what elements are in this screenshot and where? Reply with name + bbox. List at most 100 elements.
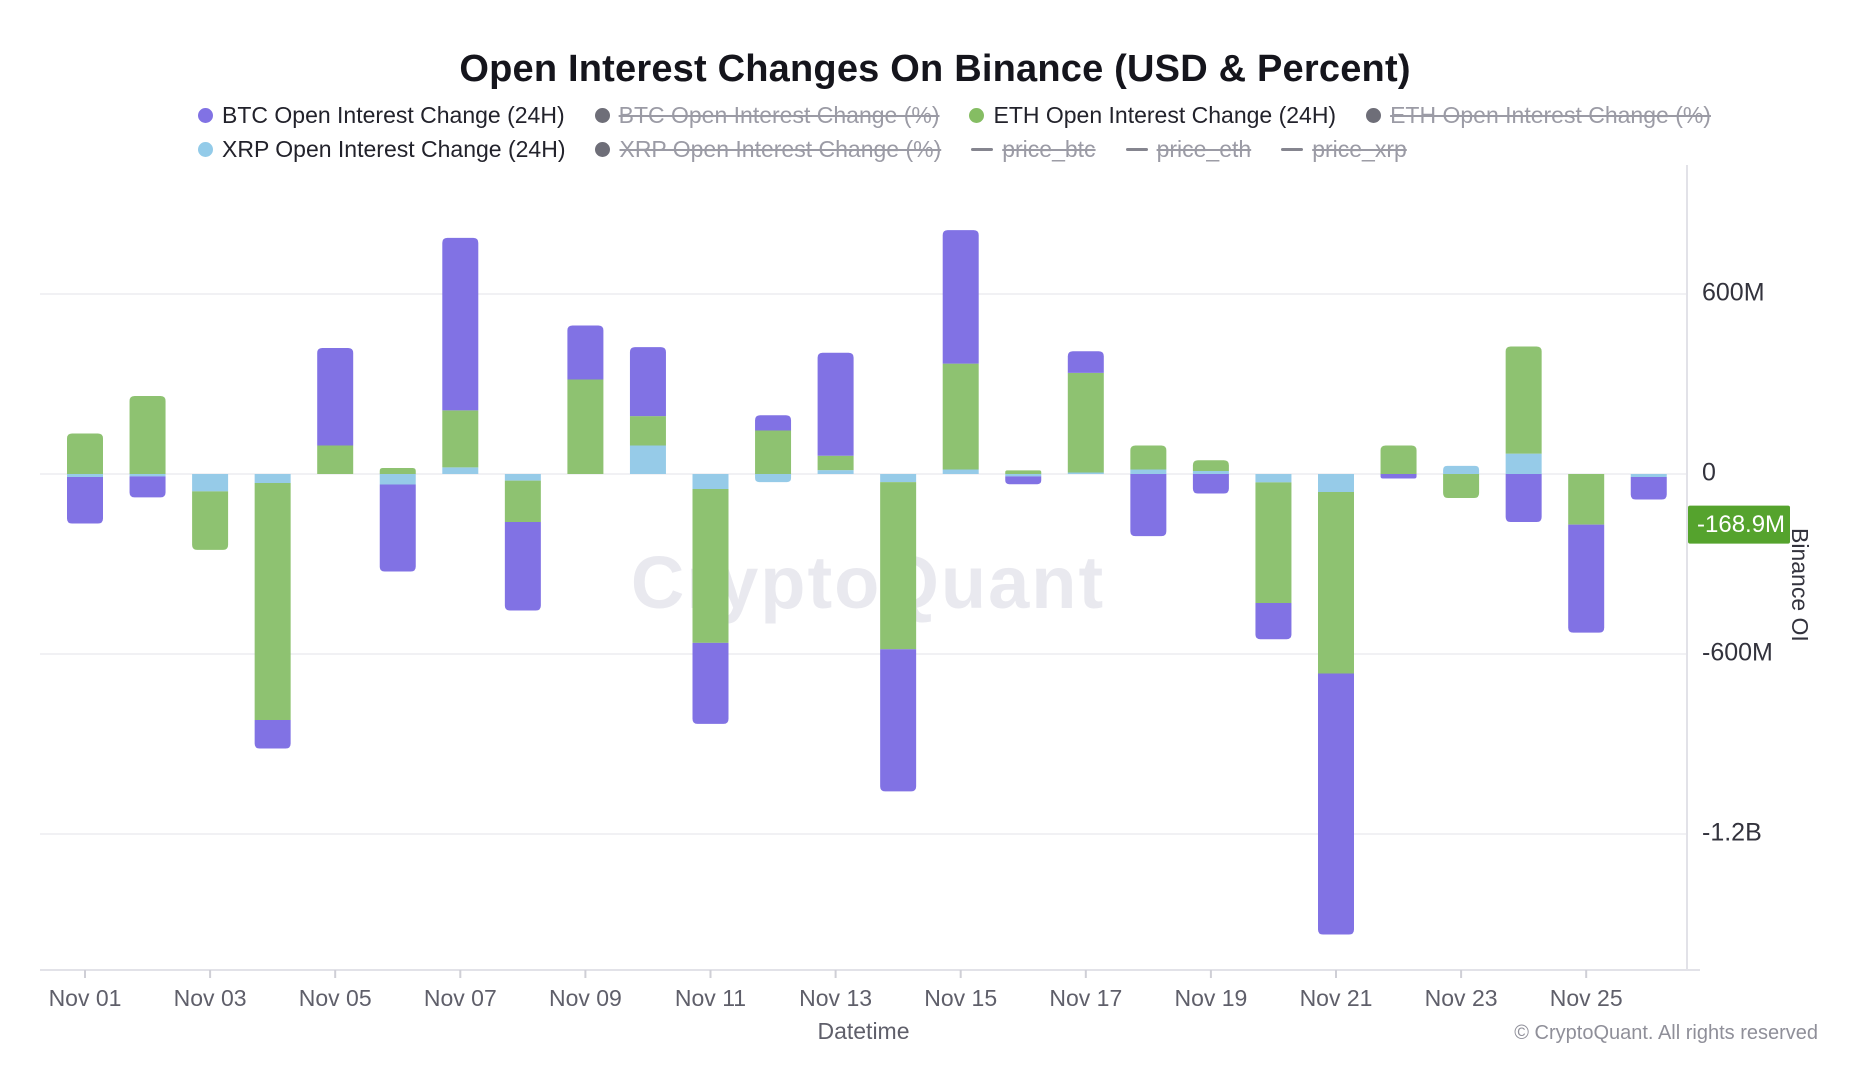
bar-segment-xrp-nov-10[interactable] — [629, 445, 666, 475]
bar-segment-xrp-nov-12[interactable] — [755, 474, 792, 483]
x-tick-label: Nov 19 — [1174, 985, 1247, 1011]
legend-item-btc-open-interest-change-24h[interactable]: BTC Open Interest Change (24H) — [198, 102, 565, 129]
bar-segment-xrp-nov-06[interactable] — [379, 474, 416, 485]
bar-segment-xrp-nov-20[interactable] — [1255, 474, 1292, 483]
y-tick-label: 600M — [1702, 279, 1765, 307]
bar-segment-xrp-nov-01[interactable] — [67, 474, 103, 477]
bar-segment-eth-nov-11[interactable] — [692, 489, 729, 643]
legend-circle-marker-icon — [198, 107, 213, 123]
legend-row: BTC Open Interest Change (24H) BTC Open I… — [198, 100, 1718, 130]
bar-segment-eth-nov-03[interactable] — [192, 491, 229, 550]
bar-segment-btc-nov-19[interactable] — [1192, 474, 1229, 494]
bar-segment-eth-nov-15[interactable] — [942, 363, 979, 470]
bar-segment-xrp-nov-23[interactable] — [1443, 465, 1480, 474]
bar-segment-eth-nov-13[interactable] — [817, 455, 854, 471]
bar-segment-eth-nov-08[interactable] — [504, 480, 541, 522]
x-tick-label: Nov 07 — [424, 985, 497, 1011]
bar-segment-xrp-nov-04[interactable] — [254, 474, 291, 483]
bar-segment-btc-nov-08[interactable] — [504, 522, 541, 611]
bar-segment-btc-nov-24[interactable] — [1505, 474, 1542, 522]
bar-segment-eth-nov-06[interactable] — [379, 468, 416, 474]
legend-item-xrp-open-interest-change-24h[interactable]: XRP Open Interest Change (24H) — [198, 136, 565, 163]
bar-segment-eth-nov-16[interactable] — [1005, 470, 1042, 474]
x-tick-label: Nov 09 — [549, 985, 622, 1011]
bar-segment-xrp-nov-19[interactable] — [1192, 471, 1229, 474]
bar-segment-xrp-nov-17[interactable] — [1067, 472, 1104, 475]
bar-segment-btc-nov-25[interactable] — [1568, 524, 1605, 633]
legend-item-btc-open-interest-change[interactable]: BTC Open Interest Change (%) — [594, 101, 940, 129]
legend-item-eth-open-interest-change[interactable]: ETH Open Interest Change (%) — [1366, 102, 1711, 129]
legend-item-label: ETH Open Interest Change (24H) — [993, 101, 1337, 128]
legend-item-label: XRP Open Interest Change (24H) — [222, 135, 566, 162]
bar-segment-eth-nov-14[interactable] — [880, 482, 917, 650]
bar-segment-btc-nov-16[interactable] — [1005, 476, 1042, 485]
x-tick-label: Nov 05 — [299, 985, 372, 1011]
bar-segment-xrp-nov-24[interactable] — [1505, 453, 1542, 474]
bar-segment-eth-nov-20[interactable] — [1255, 482, 1292, 603]
bar-segment-xrp-nov-02[interactable] — [129, 474, 166, 477]
bar-segment-xrp-nov-26[interactable] — [1630, 474, 1667, 477]
bar-segment-xrp-nov-14[interactable] — [880, 474, 917, 483]
bar-segment-btc-nov-12[interactable] — [755, 415, 792, 431]
bar-segment-eth-nov-07[interactable] — [442, 410, 479, 468]
bar-segment-eth-nov-22[interactable] — [1380, 445, 1417, 475]
legend-item-eth-open-interest-change-24h[interactable]: ETH Open Interest Change (24H) — [969, 102, 1336, 129]
bar-segment-btc-nov-10[interactable] — [629, 347, 666, 417]
bar-segment-btc-nov-18[interactable] — [1130, 474, 1167, 537]
bar-segment-eth-nov-02[interactable] — [129, 396, 166, 474]
bar-segment-xrp-nov-16[interactable] — [1005, 474, 1042, 477]
x-tick-label: Nov 03 — [174, 985, 247, 1011]
bar-segment-btc-nov-01[interactable] — [67, 477, 103, 524]
bar-segment-eth-nov-19[interactable] — [1192, 460, 1229, 471]
bar-segment-btc-nov-26[interactable] — [1630, 477, 1667, 500]
bar-segment-eth-nov-10[interactable] — [629, 416, 666, 446]
bar-segment-btc-nov-06[interactable] — [379, 484, 416, 572]
bar-segment-eth-nov-17[interactable] — [1067, 372, 1104, 473]
legend-item-label: BTC Open Interest Change (%) — [618, 101, 940, 128]
bar-segment-btc-nov-11[interactable] — [692, 642, 729, 724]
legend-item-label: XRP Open Interest Change (%) — [619, 135, 942, 162]
bar-segment-eth-nov-23[interactable] — [1443, 474, 1480, 498]
bar-segment-xrp-nov-21[interactable] — [1318, 474, 1354, 492]
bar-segment-btc-nov-07[interactable] — [442, 237, 479, 411]
legend-item-label: price_eth — [1156, 135, 1252, 162]
bar-segment-xrp-nov-18[interactable] — [1130, 469, 1167, 475]
bar-segment-eth-nov-18[interactable] — [1130, 445, 1167, 470]
bar-segment-btc-nov-15[interactable] — [942, 230, 979, 364]
page-title: Open Interest Changes On Binance (USD & … — [459, 48, 1411, 90]
bar-segment-xrp-nov-11[interactable] — [692, 474, 729, 489]
bar-segment-xrp-nov-08[interactable] — [504, 474, 541, 481]
bar-segment-eth-nov-01[interactable] — [67, 433, 103, 475]
bar-segment-btc-nov-22[interactable] — [1380, 474, 1417, 479]
legend-item-label: ETH Open Interest Change (%) — [1390, 101, 1711, 128]
bar-segment-btc-nov-13[interactable] — [817, 352, 854, 456]
legend-item-price-eth[interactable]: price_eth — [1125, 135, 1252, 163]
bar-segment-btc-nov-02[interactable] — [129, 476, 166, 498]
bar-segment-btc-nov-09[interactable] — [567, 325, 604, 380]
x-tick-label: Nov 01 — [49, 985, 122, 1011]
bar-segment-eth-nov-04[interactable] — [254, 483, 291, 720]
bar-segment-eth-nov-12[interactable] — [755, 430, 792, 475]
legend-circle-marker-icon — [969, 107, 985, 123]
bar-segment-btc-nov-20[interactable] — [1255, 603, 1292, 640]
bar-segment-btc-nov-04[interactable] — [254, 720, 291, 749]
legend-item-price-btc[interactable]: price_btc — [971, 136, 1096, 163]
bar-segment-xrp-nov-03[interactable] — [192, 474, 229, 492]
bar-segment-btc-nov-17[interactable] — [1067, 351, 1104, 373]
bar-segment-xrp-nov-15[interactable] — [942, 469, 979, 475]
bar-segment-btc-nov-21[interactable] — [1318, 673, 1354, 935]
current-value-badge-label: -168.9M — [1697, 511, 1785, 538]
bar-segment-btc-nov-14[interactable] — [880, 649, 917, 792]
bar-segment-xrp-nov-13[interactable] — [817, 470, 854, 474]
legend-item-price-xrp[interactable]: price_xrp — [1281, 136, 1407, 163]
y-tick-label: -1.2B — [1702, 819, 1762, 847]
bar-segment-btc-nov-05[interactable] — [317, 348, 354, 446]
bar-segment-eth-nov-05[interactable] — [317, 445, 354, 475]
chart-legend: BTC Open Interest Change (24H) BTC Open I… — [198, 100, 1718, 164]
bar-segment-eth-nov-21[interactable] — [1318, 492, 1354, 674]
legend-item-xrp-open-interest-change[interactable]: XRP Open Interest Change (%) — [595, 136, 941, 163]
bar-segment-eth-nov-09[interactable] — [567, 379, 604, 475]
bar-segment-xrp-nov-07[interactable] — [442, 467, 479, 474]
bar-segment-eth-nov-24[interactable] — [1505, 346, 1542, 454]
bar-segment-eth-nov-25[interactable] — [1568, 474, 1605, 525]
